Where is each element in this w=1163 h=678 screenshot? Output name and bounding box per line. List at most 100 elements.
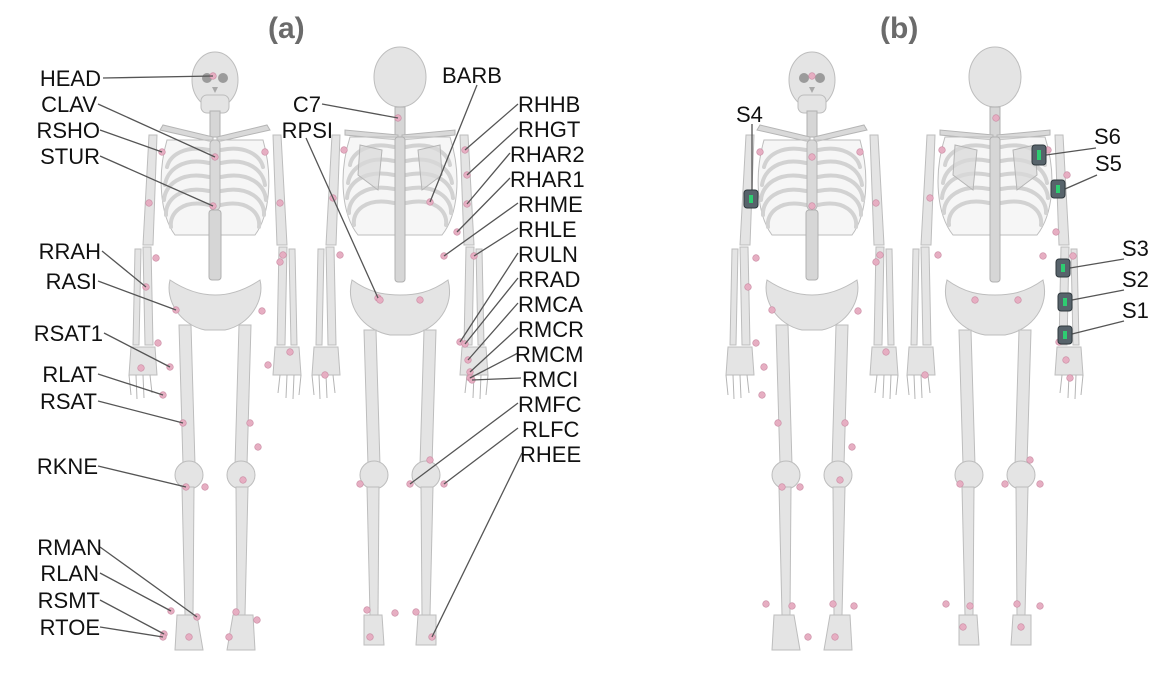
marker-dot — [808, 202, 816, 210]
marker-dot — [1026, 456, 1034, 464]
marker-dot — [926, 194, 934, 202]
marker-dot — [841, 419, 849, 427]
label-rsmt: RSMT — [38, 588, 100, 613]
marker-dot — [412, 608, 420, 616]
marker-dot — [137, 364, 145, 372]
marker-dot — [934, 251, 942, 259]
marker-dot — [760, 363, 768, 371]
marker-dot — [145, 199, 153, 207]
marker-dot — [959, 623, 967, 631]
marker-dot — [788, 602, 796, 610]
marker-dot — [854, 307, 862, 315]
marker-dot — [808, 72, 816, 80]
label-rkne: RKNE — [37, 454, 98, 479]
sensor-s2 — [1057, 292, 1073, 312]
marker-dot — [225, 633, 233, 641]
marker-dot — [276, 199, 284, 207]
marker-dot — [876, 251, 884, 259]
marker-dot — [796, 483, 804, 491]
label-rsat1: RSAT1 — [34, 321, 103, 346]
label-rhle: RHLE — [518, 217, 577, 242]
marker-dot — [232, 608, 240, 616]
label-c7: C7 — [293, 92, 321, 117]
marker-dot — [1052, 228, 1060, 236]
marker-dot — [416, 296, 424, 304]
label-rhme: RHME — [518, 192, 583, 217]
skeleton-b-back — [905, 45, 1085, 647]
panel-a-right-labels: RHHB RHGT RHAR2 RHAR1 RHME RHLE RULN RRA… — [510, 92, 585, 467]
marker-dot — [882, 348, 890, 356]
marker-dot — [938, 146, 946, 154]
label-s6: S6 — [1094, 124, 1121, 149]
marker-dot — [254, 443, 262, 451]
marker-dot — [1039, 252, 1047, 260]
label-rman: RMAN — [37, 535, 102, 560]
marker-dot — [744, 283, 752, 291]
panel-b-title: (b) — [880, 12, 918, 45]
marker-dot — [992, 114, 1000, 122]
panel-a-mid-labels: C7 RPSI BARB — [282, 63, 502, 143]
marker-dot — [756, 148, 764, 156]
marker-dot — [1036, 480, 1044, 488]
label-rmfc: RMFC — [518, 392, 582, 417]
label-rpsi: RPSI — [282, 118, 333, 143]
label-rhhb: RHHB — [518, 92, 580, 117]
marker-dot — [921, 371, 929, 379]
marker-dot — [1014, 296, 1022, 304]
marker-dot — [1066, 374, 1074, 382]
marker-dot — [836, 476, 844, 484]
marker-dot — [1017, 623, 1025, 631]
marker-dot — [850, 602, 858, 610]
marker-dot — [1062, 356, 1070, 364]
label-s1: S1 — [1122, 298, 1149, 323]
marker-dot — [154, 339, 162, 347]
label-s3: S3 — [1122, 236, 1149, 261]
sensor-s4 — [743, 189, 759, 209]
label-rrah: RRAH — [39, 239, 101, 264]
marker-dot — [253, 616, 261, 624]
marker-dot — [366, 633, 374, 641]
label-rhee: RHEE — [520, 442, 581, 467]
marker-dot — [971, 296, 979, 304]
label-head: HEAD — [40, 66, 101, 91]
marker-dot — [239, 476, 247, 484]
label-rlfc: RLFC — [522, 417, 580, 442]
marker-dot — [872, 258, 880, 266]
marker-dot — [363, 606, 371, 614]
marker-dot — [261, 148, 269, 156]
label-rhar2: RHAR2 — [510, 142, 585, 167]
skeleton-a-back — [310, 45, 490, 647]
label-rsat: RSAT — [40, 389, 97, 414]
label-rmcm: RMCM — [515, 342, 583, 367]
marker-dot — [321, 371, 329, 379]
marker-dot — [966, 602, 974, 610]
marker-dot — [185, 633, 193, 641]
marker-dot — [752, 254, 760, 262]
label-rrad: RRAD — [518, 267, 580, 292]
leader-lines — [97, 75, 1125, 638]
marker-dot — [336, 251, 344, 259]
label-s4: S4 — [736, 102, 763, 127]
label-barb: BARB — [442, 63, 502, 88]
marker-dot — [831, 633, 839, 641]
sensor-s3 — [1055, 258, 1071, 278]
label-rmci: RMCI — [522, 367, 578, 392]
marker-dot — [762, 600, 770, 608]
marker-dot — [356, 480, 364, 488]
marker-dot — [942, 600, 950, 608]
marker-dot — [201, 483, 209, 491]
marker-dot — [804, 633, 812, 641]
marker-dot — [376, 296, 384, 304]
label-ruln: RULN — [518, 242, 578, 267]
marker-dot — [286, 348, 294, 356]
marker-dot — [1013, 600, 1021, 608]
marker-dot — [152, 254, 160, 262]
label-clav: CLAV — [41, 92, 97, 117]
marker-dot — [1036, 602, 1044, 610]
marker-dot — [1001, 480, 1009, 488]
skeleton-a-front — [127, 50, 303, 652]
marker-dot — [276, 258, 284, 266]
marker-dot — [426, 456, 434, 464]
label-rmca: RMCA — [518, 292, 583, 317]
